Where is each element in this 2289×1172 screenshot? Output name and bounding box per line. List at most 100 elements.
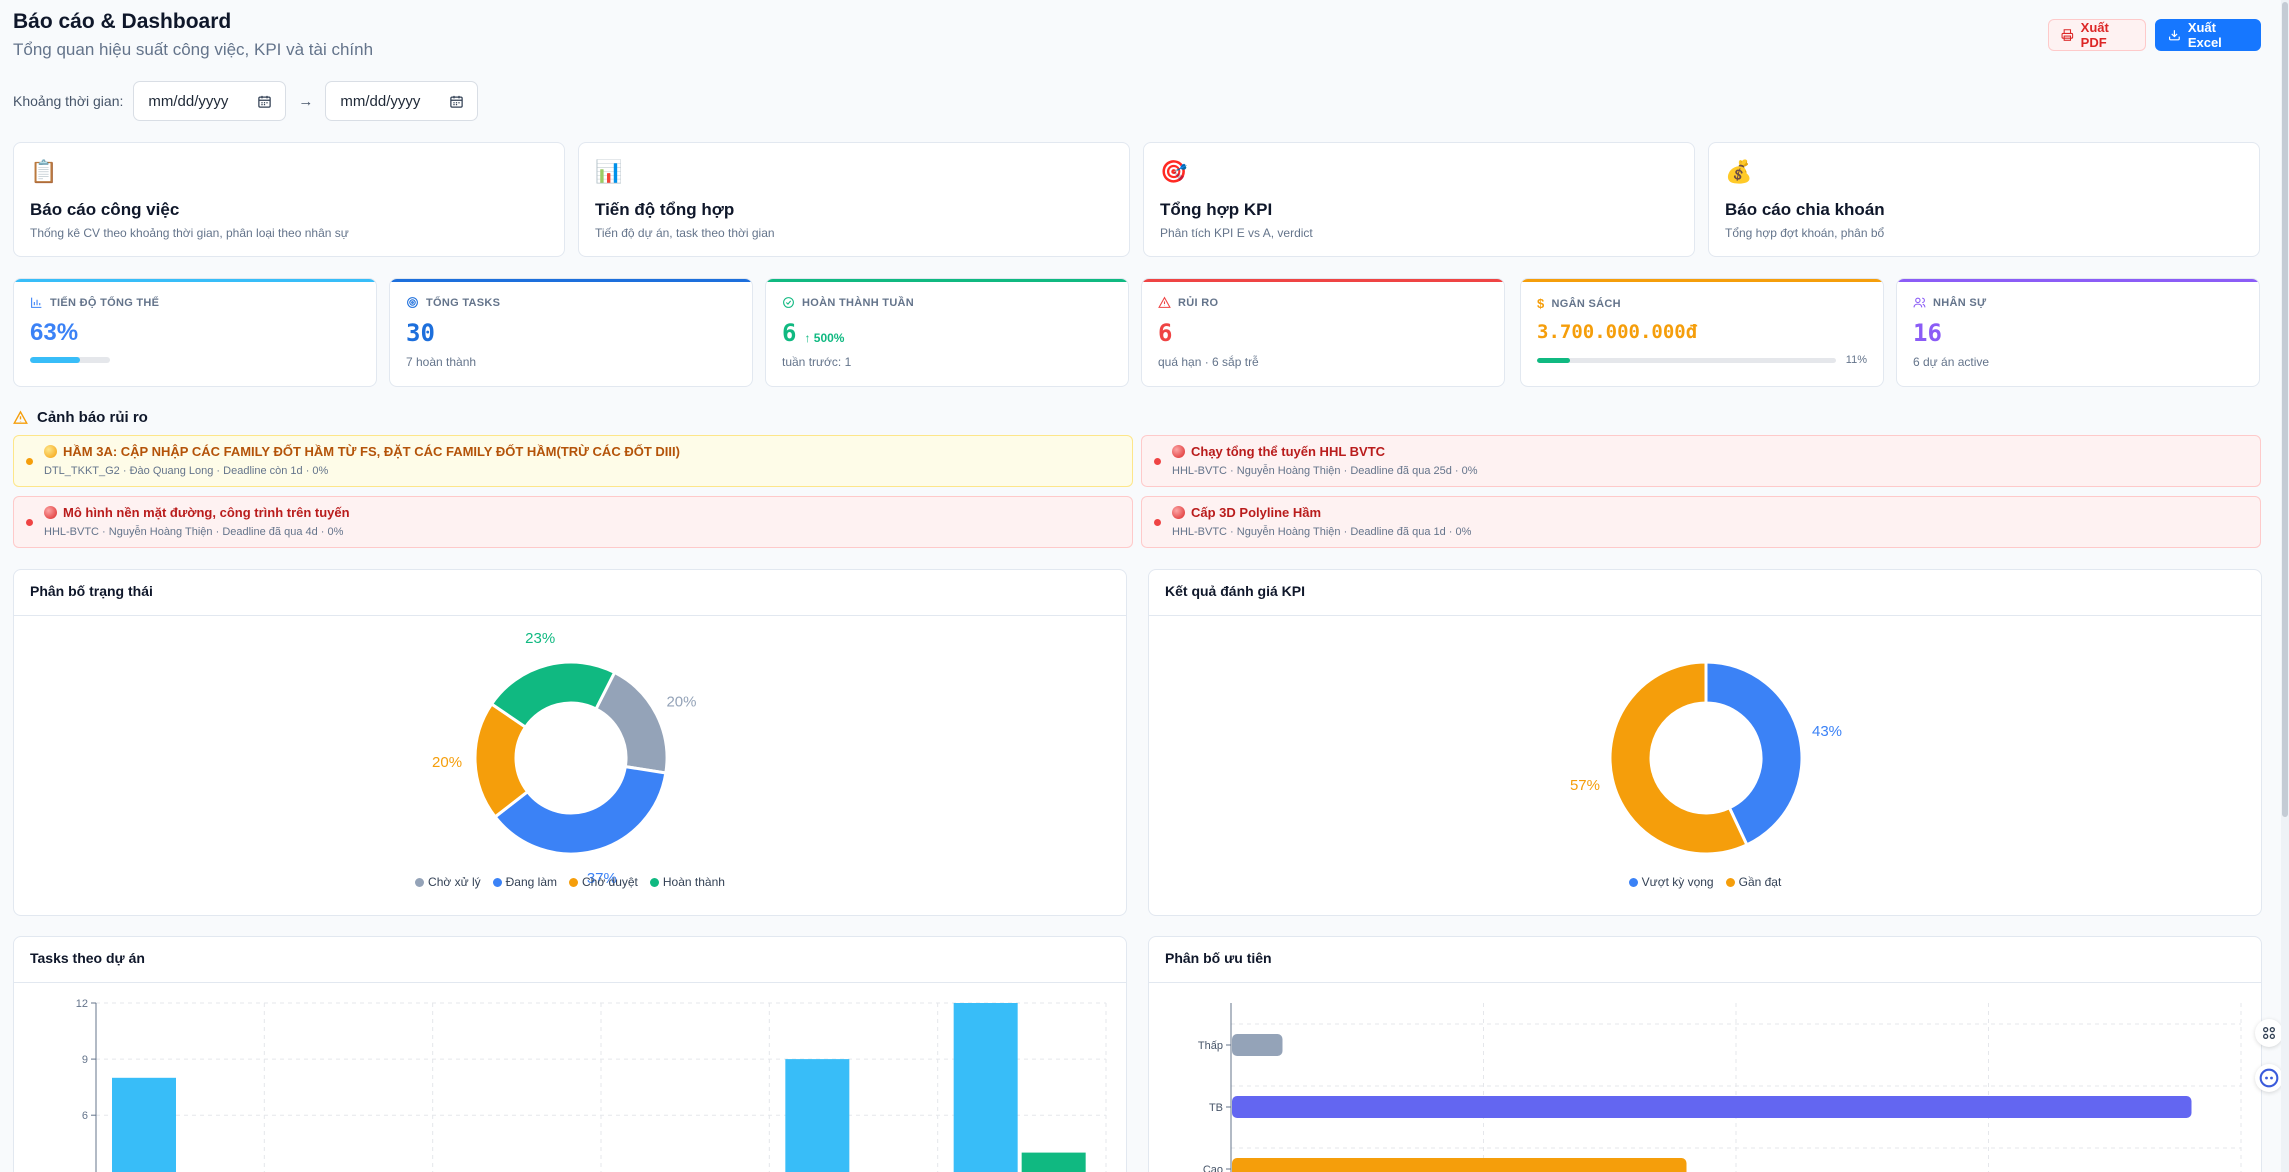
y-tick-label: TB	[1209, 1102, 1223, 1114]
legend-swatch	[568, 877, 578, 887]
danger-ball-icon	[44, 506, 57, 519]
bar	[1232, 1096, 2192, 1118]
legend-item[interactable]: Đang làm	[492, 875, 557, 889]
stat-staff: NHÂN SỰ 16 6 dự án active	[1896, 278, 2260, 387]
stat-label: NGÂN SÁCH	[1551, 297, 1621, 310]
target-icon: 🎯	[1160, 159, 1188, 184]
report-card-progress[interactable]: 📊 Tiến độ tổng hợp Tiến độ dự án, task t…	[578, 142, 1130, 257]
legend-label: Gần đạt	[1738, 875, 1782, 889]
status-dot	[26, 519, 33, 526]
stat-accent-bar	[1521, 279, 1883, 282]
slice-label: 20%	[432, 754, 462, 771]
tasks-bar-chart: 6 9 12	[76, 998, 1107, 1172]
y-tick-label: Thấp	[1198, 1040, 1223, 1052]
risk-item[interactable]: Cấp 3D Polyline Hầm HHL-BVTC · Nguyễn Ho…	[1141, 496, 2261, 548]
clipboard-icon: 📋	[30, 159, 58, 184]
check-circle-icon	[783, 297, 794, 308]
date-to-input[interactable]: mm/dd/yyyy	[325, 81, 479, 121]
legend-label: Hoàn thành	[662, 875, 725, 889]
page-scrollbar[interactable]	[2281, 0, 2289, 1172]
kpi-donut-chart: 43% 57%	[1570, 660, 1842, 856]
risk-item-title: Cấp 3D Polyline Hầm	[1191, 505, 1322, 520]
target-icon	[407, 297, 418, 308]
legend-swatch	[1725, 877, 1735, 887]
legend-item[interactable]: Chờ duyệt	[568, 875, 638, 889]
apps-float-button[interactable]	[2255, 1019, 2283, 1047]
stat-label: TIẾN ĐỘ TỔNG THỂ	[50, 296, 160, 309]
risk-item[interactable]: Mô hình nền mặt đường, công trình trên t…	[13, 496, 1133, 548]
scrollbar-thumb[interactable]	[2282, 2, 2288, 817]
export-excel-button[interactable]: Xuất Excel	[2155, 19, 2261, 51]
legend-swatch	[649, 877, 659, 887]
calendar-icon[interactable]	[257, 94, 272, 109]
status-dot	[1154, 519, 1161, 526]
page-subtitle: Tổng quan hiệu suất công việc, KPI và tà…	[13, 40, 374, 59]
report-card-allocation[interactable]: 💰 Báo cáo chia khoán Tổng hợp đợt khoán,…	[1708, 142, 2260, 257]
legend-swatch	[1628, 877, 1638, 887]
legend-item[interactable]: Vượt kỳ vọng	[1628, 875, 1714, 889]
legend-item[interactable]: Chờ xử lý	[415, 875, 481, 889]
danger-ball-icon	[1172, 506, 1185, 519]
budget-percent: 11%	[1845, 354, 1867, 366]
risk-item[interactable]: Chạy tổng thể tuyến HHL BVTC HHL-BVTC · …	[1141, 435, 2261, 487]
risk-item-meta: HHL-BVTC · Nguyễn Hoàng Thiện · Deadline…	[1172, 465, 1478, 477]
risk-item-title: Chạy tổng thể tuyến HHL BVTC	[1191, 444, 1386, 459]
panel-title: Phân bố ưu tiên	[1149, 937, 2261, 983]
page-title: Báo cáo & Dashboard	[13, 10, 232, 33]
printer-icon	[2061, 29, 2074, 41]
legend-label: Chờ xử lý	[428, 875, 481, 889]
report-card-title: Tiến độ tổng hợp	[595, 200, 735, 219]
export-pdf-label: Xuất PDF	[2080, 20, 2109, 50]
bar	[1232, 1158, 1687, 1172]
download-icon	[2169, 30, 2180, 41]
apps-icon	[2263, 1027, 2275, 1039]
chart-legend: Chờ xử lý Đang làm Chờ duyệt Hoàn thành	[14, 875, 1126, 889]
date-from-input[interactable]: mm/dd/yyyy	[133, 81, 287, 121]
stat-accent-bar	[1897, 279, 2259, 282]
stat-overall-progress: TIẾN ĐỘ TỔNG THỂ 63%	[13, 278, 377, 387]
legend-swatch	[415, 877, 425, 887]
stat-weekly-done: HOÀN THÀNH TUẦN 6 ↑ 500% tuần trước: 1	[765, 278, 1129, 387]
bar	[112, 1077, 176, 1172]
status-dot	[26, 458, 33, 465]
panel-title: Kết quả đánh giá KPI	[1149, 570, 2261, 616]
stat-accent-bar	[14, 279, 376, 282]
budget-track	[1537, 357, 1836, 363]
budget-fill	[1537, 357, 1570, 363]
stat-accent-bar	[390, 279, 752, 282]
report-card-kpi[interactable]: 🎯 Tổng hợp KPI Phân tích KPI E vs A, ver…	[1143, 142, 1695, 257]
warning-ball-icon	[44, 445, 57, 458]
page-header: Báo cáo & Dashboard Tổng quan hiệu suất …	[13, 10, 373, 60]
risk-item-title: Mô hình nền mặt đường, công trình trên t…	[63, 505, 350, 520]
progress-track	[30, 357, 110, 363]
calendar-icon[interactable]	[449, 94, 464, 109]
report-card-desc: Thống kê CV theo khoảng thời gian, phân …	[30, 226, 349, 240]
stat-label: HOÀN THÀNH TUẦN	[802, 296, 915, 309]
stat-value: 63%	[30, 319, 79, 346]
risk-item[interactable]: HẦM 3A: CẬP NHẬP CÁC FAMILY ĐỐT HẦM TỪ F…	[13, 435, 1133, 487]
bar	[953, 1003, 1018, 1172]
progress-fill	[30, 357, 81, 363]
assistant-float-button[interactable]	[2255, 1064, 2283, 1092]
y-tick-label: 12	[76, 998, 88, 1010]
report-card-work[interactable]: 📋 Báo cáo công việc Thống kê CV theo kho…	[13, 142, 565, 257]
users-icon	[1913, 297, 1926, 308]
risk-section-title: Cảnh báo rủi ro	[13, 409, 148, 426]
date-to-placeholder: mm/dd/yyyy	[340, 92, 421, 110]
stat-value: 30	[406, 319, 435, 347]
report-card-title: Báo cáo chia khoán	[1725, 200, 1885, 219]
legend-item[interactable]: Hoàn thành	[649, 875, 725, 889]
stat-sub: 6 dự án active	[1913, 355, 1990, 369]
y-tick-label: 9	[82, 1054, 88, 1066]
date-from-placeholder: mm/dd/yyyy	[148, 92, 229, 110]
export-pdf-button[interactable]: Xuất PDF	[2048, 19, 2146, 51]
risk-item-meta: HHL-BVTC · Nguyễn Hoàng Thiện · Deadline…	[44, 526, 344, 538]
report-card-desc: Phân tích KPI E vs A, verdict	[1160, 226, 1313, 240]
status-distribution-panel: Phân bố trạng thái 20% 37% 20% 23% Chờ xử l…	[13, 569, 1127, 916]
date-range-separator: →	[298, 92, 314, 110]
stat-sub: 7 hoàn thành	[406, 355, 477, 369]
status-donut-chart: 20% 37% 20% 23%	[432, 630, 696, 887]
bar-chart-icon: 📊	[595, 159, 623, 184]
legend-item[interactable]: Gần đạt	[1725, 875, 1782, 889]
stat-budget: $ NGÂN SÁCH 3.700.000.000đ 11%	[1520, 278, 1884, 387]
